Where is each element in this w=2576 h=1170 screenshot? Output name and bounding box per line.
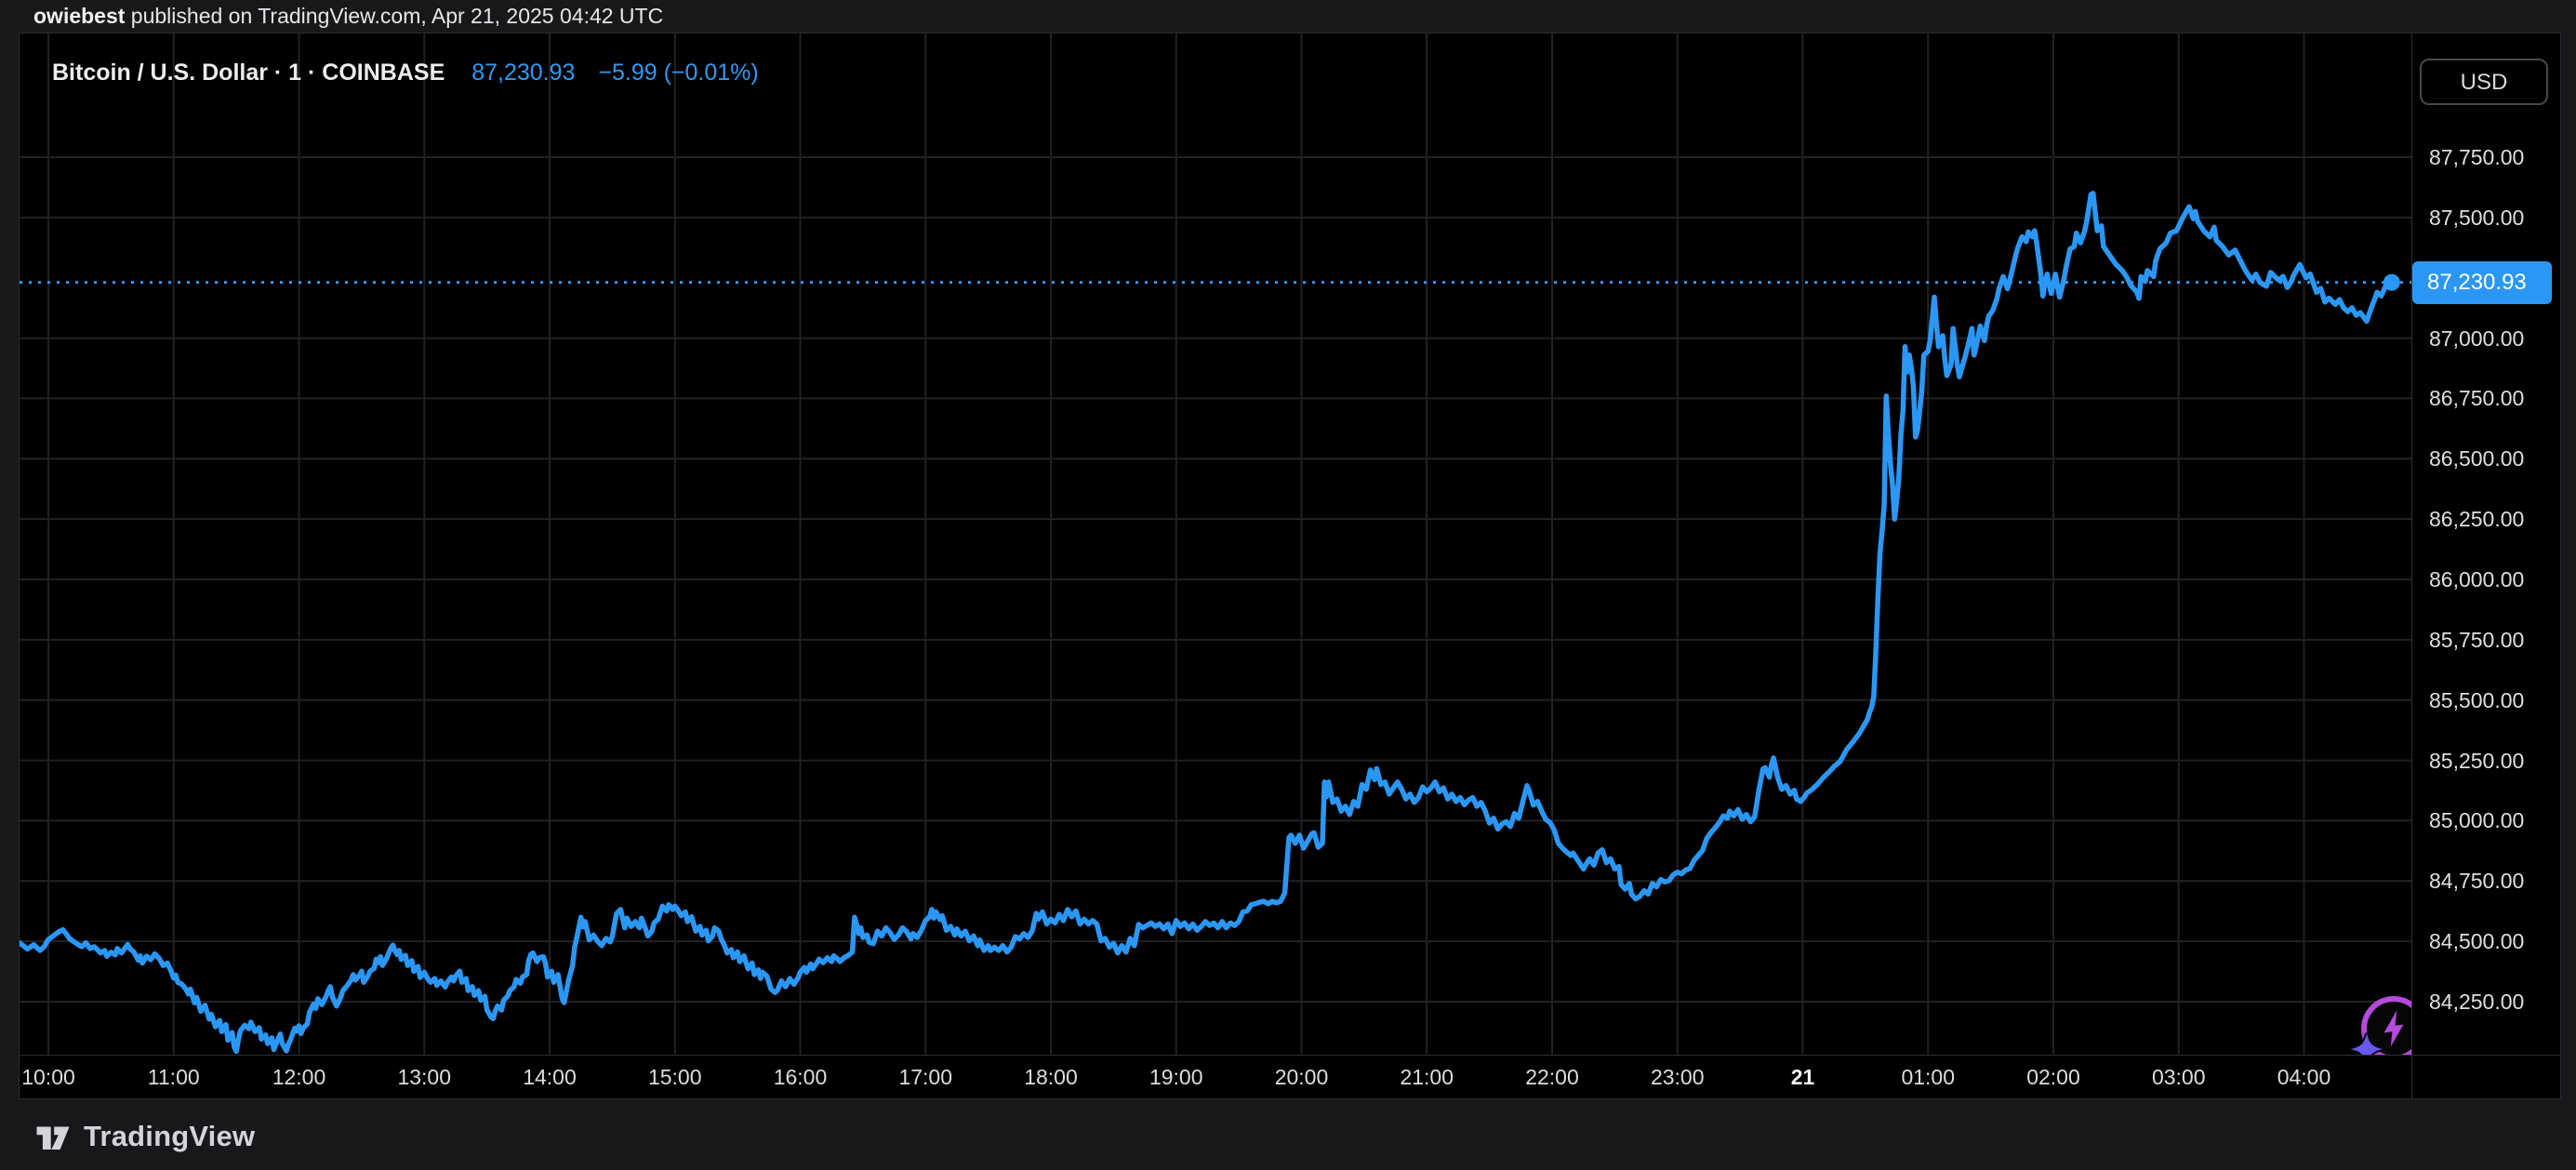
boost-lightning-icon[interactable] [2350, 991, 2411, 1055]
price-tick-label: 84,250.00 [2429, 990, 2525, 1014]
quote-last-price: 87,230.93 [471, 60, 576, 86]
lightning-bolt-glyph [2383, 1010, 2404, 1047]
price-tick-label: 84,500.00 [2429, 929, 2525, 954]
current-price-tag: 87,230.93 [2412, 260, 2552, 304]
price-tick-label: 87,750.00 [2429, 145, 2525, 169]
symbol-title: Bitcoin / U.S. Dollar · 1 · COINBASE [52, 60, 445, 86]
price-tick-label: 85,250.00 [2429, 748, 2525, 773]
time-tick-label: 04:00 [2277, 1065, 2331, 1089]
footer-brand[interactable]: TradingView [33, 1112, 255, 1161]
time-tick-label: 19:00 [1149, 1065, 1203, 1089]
price-tick-label: 85,000.00 [2429, 808, 2525, 833]
time-tick-label: 23:00 [1650, 1065, 1705, 1089]
sparkle-star-icon [2350, 1032, 2383, 1055]
price-tick-label: 87,000.00 [2429, 326, 2525, 351]
grid-lines [20, 33, 2411, 1055]
last-price-dot [2383, 273, 2400, 291]
tradingview-logo-icon [36, 1126, 70, 1150]
time-tick-label: 12:00 [272, 1065, 326, 1089]
attribution-username: owiebest [33, 4, 126, 28]
chart-pane[interactable]: Bitcoin / U.S. Dollar · 1 · COINBASE 87,… [20, 33, 2411, 1055]
attribution-bar: owiebest published on TradingView.com, A… [33, 0, 663, 33]
chart-widget: Bitcoin / U.S. Dollar · 1 · COINBASE 87,… [19, 33, 2561, 1099]
price-tick-label: 85,750.00 [2429, 627, 2525, 652]
time-tick-label: 18:00 [1024, 1065, 1078, 1089]
time-tick-label: 03:00 [2151, 1065, 2206, 1089]
currency-unit-button[interactable]: USD [2420, 59, 2548, 105]
price-tick-label: 86,500.00 [2429, 446, 2525, 472]
time-tick-label: 02:00 [2026, 1065, 2080, 1089]
price-tick-label: 87,500.00 [2429, 205, 2525, 230]
price-axis-border [2411, 33, 2412, 1098]
time-tick-label: 10:00 [21, 1065, 75, 1089]
time-tick-label: 14:00 [523, 1065, 577, 1089]
price-chart-canvas [20, 33, 2411, 1055]
price-tick-label: 86,250.00 [2429, 507, 2525, 532]
attribution-text: published on TradingView.com, Apr 21, 20… [125, 4, 664, 28]
chart-legend[interactable]: Bitcoin / U.S. Dollar · 1 · COINBASE 87,… [52, 60, 759, 86]
time-tick-label: 15:00 [647, 1065, 702, 1089]
time-tick-label: 21:00 [1400, 1065, 1454, 1089]
time-axis[interactable]: 10:00 11:00 12:00 13:00 14:00 15:00 16:00 17:00… [20, 1056, 2411, 1098]
tradingview-logo-text: TradingView [84, 1120, 256, 1152]
price-line-series [20, 191, 2395, 1055]
time-axis-border [20, 1055, 2560, 1056]
price-axis[interactable]: USD 87,230.93 87,750.00 87,500.00 87,000.0… [2412, 33, 2560, 1098]
quote-change: −5.99 (−0.01%) [598, 60, 759, 86]
time-tick-label: 20:00 [1274, 1065, 1329, 1089]
time-tick-label: 16:00 [773, 1065, 828, 1089]
time-tick-label: 13:00 [397, 1065, 452, 1089]
price-tick-label: 84,750.00 [2429, 869, 2525, 894]
time-tick-label: 17:00 [898, 1065, 953, 1089]
time-tick-label: 22:00 [1525, 1065, 1579, 1089]
price-tick-label: 86,750.00 [2429, 386, 2525, 411]
price-tick-label: 86,000.00 [2429, 567, 2525, 592]
price-tick-label: 85,500.00 [2429, 687, 2525, 712]
time-tick-label: 21 [1790, 1065, 1815, 1089]
time-tick-label: 01:00 [1901, 1065, 1956, 1089]
time-tick-label: 11:00 [147, 1065, 200, 1089]
